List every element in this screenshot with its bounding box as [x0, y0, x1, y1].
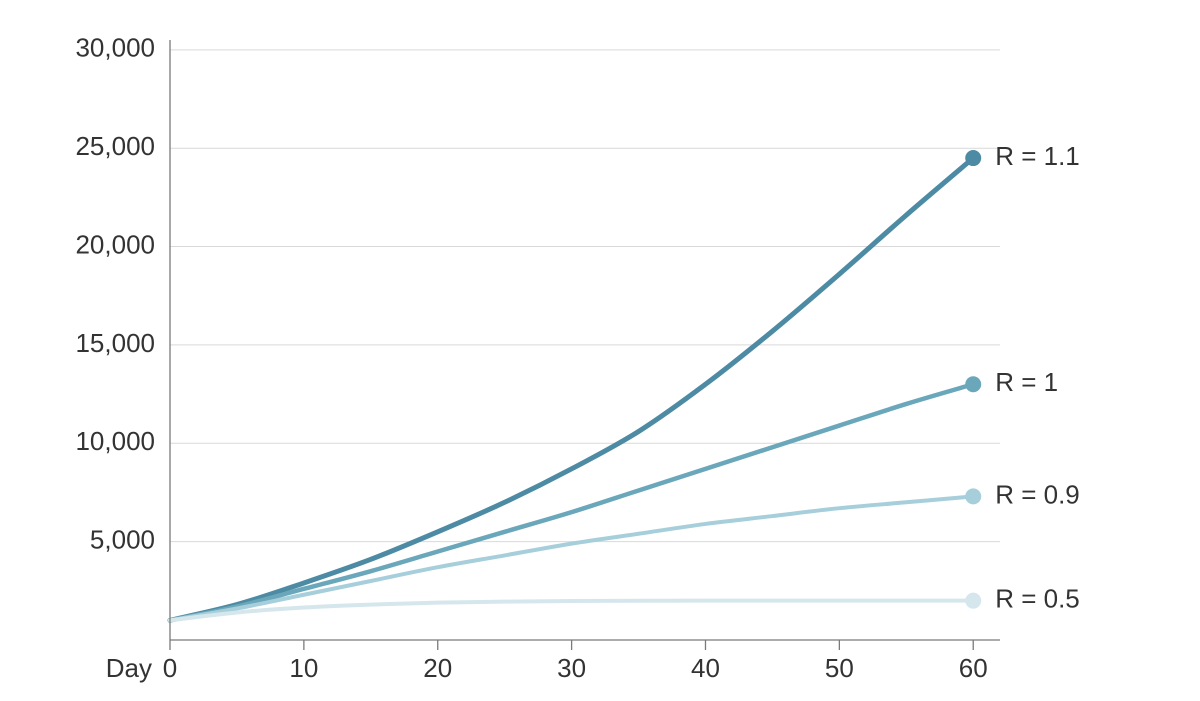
series-label-r09: R = 0.9 [995, 479, 1080, 509]
y-tick-label: 25,000 [75, 131, 155, 161]
series-label-r10: R = 1 [995, 367, 1058, 397]
x-axis-title: Day [106, 653, 152, 683]
x-tick-label: 20 [423, 653, 452, 683]
x-tick-label: 10 [289, 653, 318, 683]
x-tick-label: 0 [163, 653, 177, 683]
y-tick-label: 15,000 [75, 328, 155, 358]
y-tick-label: 30,000 [75, 33, 155, 63]
series-line-r05 [170, 601, 973, 621]
y-tick-label: 5,000 [90, 525, 155, 555]
x-tick-label: 50 [825, 653, 854, 683]
series-end-marker-r05 [965, 593, 981, 609]
line-chart: 5,000 10,000 15,000 20,000 25,000 30,000 R = 1… [0, 0, 1200, 701]
x-tick-label: 40 [691, 653, 720, 683]
y-tick-label: 20,000 [75, 229, 155, 259]
x-tick-label: 60 [959, 653, 988, 683]
y-tick-label: 10,000 [75, 426, 155, 456]
series-label-r11: R = 1.1 [995, 141, 1080, 171]
series-end-marker-r09 [965, 488, 981, 504]
series-end-marker-r11 [965, 150, 981, 166]
series-end-marker-r10 [965, 376, 981, 392]
series-label-r05: R = 0.5 [995, 584, 1080, 614]
x-tick-label: 30 [557, 653, 586, 683]
series-line-r11 [170, 158, 973, 620]
